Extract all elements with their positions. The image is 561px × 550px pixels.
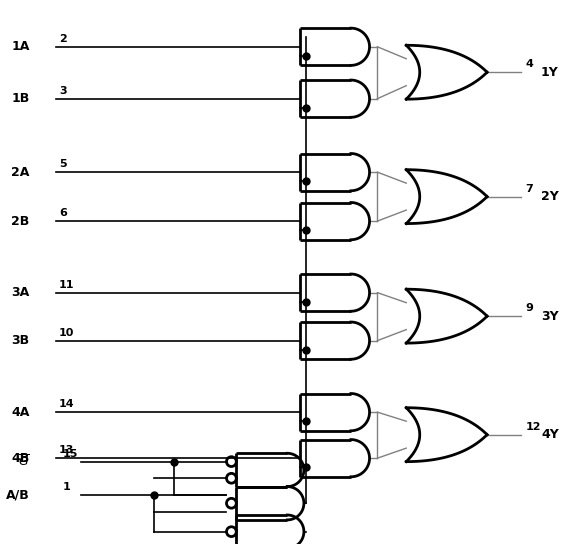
Text: 3A: 3A: [11, 286, 30, 299]
Text: 1Y: 1Y: [541, 65, 559, 79]
Text: 1B: 1B: [11, 92, 30, 105]
Text: 4B: 4B: [11, 452, 30, 465]
Text: 6: 6: [59, 208, 67, 218]
Text: 14: 14: [59, 399, 75, 409]
Text: 4A: 4A: [11, 406, 30, 419]
Text: 4: 4: [525, 59, 533, 69]
Text: 12: 12: [525, 422, 541, 432]
Text: 2B: 2B: [11, 214, 30, 228]
Text: 5: 5: [59, 159, 67, 169]
Text: 15: 15: [63, 449, 79, 459]
Text: 2: 2: [59, 34, 67, 44]
Text: 13: 13: [59, 446, 75, 455]
Text: 1: 1: [63, 482, 71, 492]
Text: 10: 10: [59, 328, 75, 338]
Text: 9: 9: [525, 303, 533, 313]
Text: 3B: 3B: [11, 334, 30, 347]
Text: 3: 3: [59, 86, 67, 96]
Text: 3Y: 3Y: [541, 310, 559, 323]
Text: A/B: A/B: [6, 488, 30, 502]
Text: 2Y: 2Y: [541, 190, 559, 203]
Text: 2A: 2A: [11, 166, 30, 179]
Text: 1A: 1A: [11, 40, 30, 53]
Text: 4Y: 4Y: [541, 428, 559, 441]
Text: $\overline{G}$: $\overline{G}$: [18, 454, 30, 469]
Text: 11: 11: [59, 280, 75, 290]
Text: 7: 7: [525, 184, 533, 194]
